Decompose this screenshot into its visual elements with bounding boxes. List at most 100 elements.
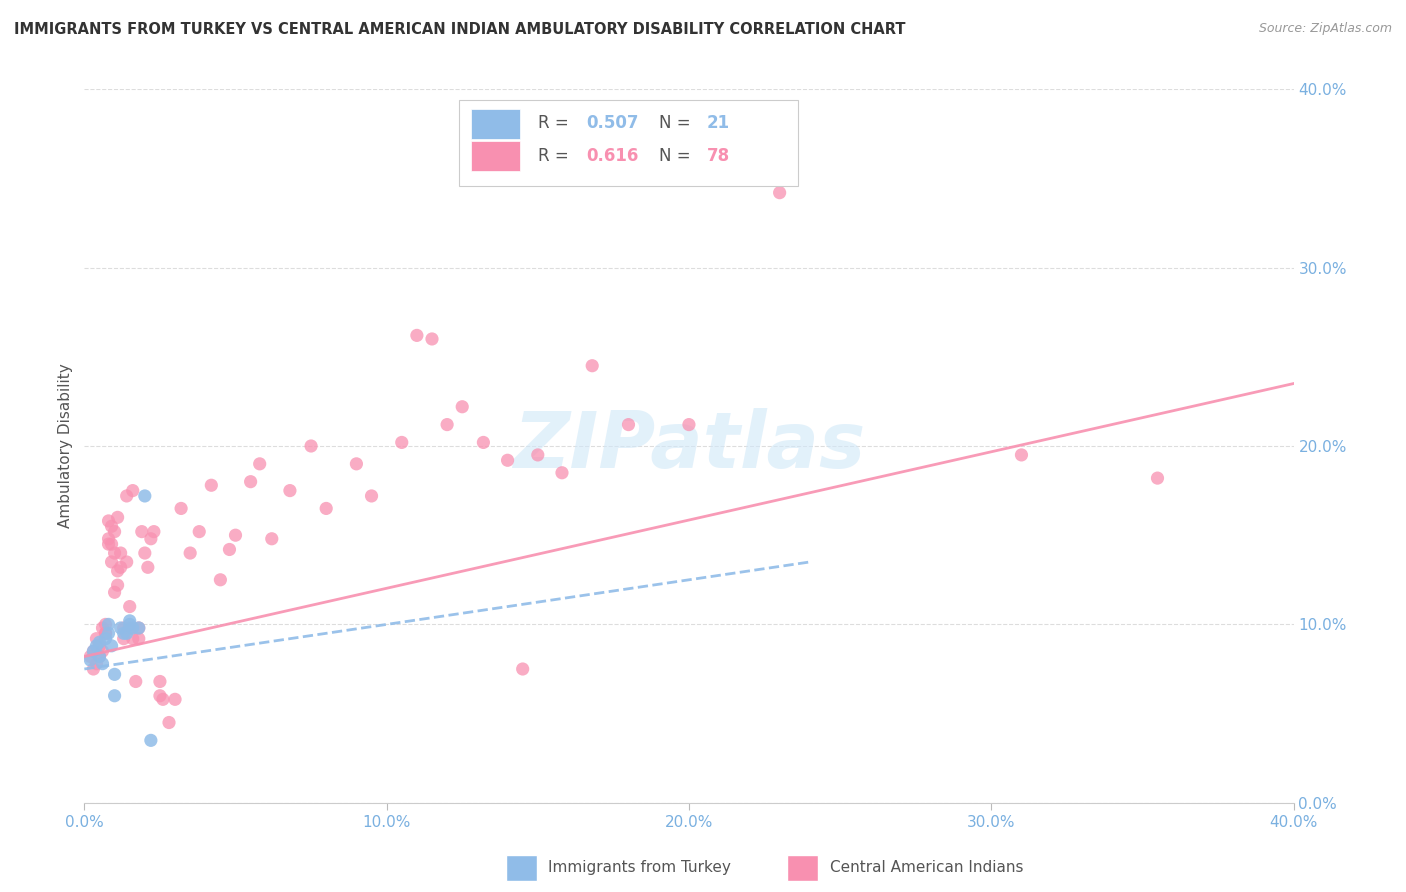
Point [149,689,172,703]
Point [451,400,474,414]
Point [149,674,172,689]
Point [249,457,271,471]
Point [346,457,368,471]
Point [82,644,104,658]
Point [97,532,120,546]
Point [200,478,222,492]
Point [100,537,122,551]
Point [118,617,141,632]
Point [678,417,700,432]
Point [112,632,135,646]
Point [225,528,247,542]
Point [121,632,143,646]
Point [1146,471,1168,485]
Point [89,635,111,649]
Point [94,626,117,640]
Point [104,585,127,599]
Point [163,692,186,706]
Text: Immigrants from Turkey: Immigrants from Turkey [548,861,731,875]
Point [86,657,108,671]
Point [121,483,143,498]
Point [134,546,156,560]
Point [104,689,127,703]
Point [118,621,141,635]
Text: R =: R = [538,114,574,132]
Point [110,621,132,635]
Point [100,555,122,569]
Text: ZIPatlas: ZIPatlas [513,408,865,484]
FancyBboxPatch shape [471,109,520,139]
Point [472,435,495,450]
Point [94,617,117,632]
Point [315,501,337,516]
Point [179,546,201,560]
Point [278,483,301,498]
Point [107,510,129,524]
Point [139,733,162,747]
Point [260,532,283,546]
Point [97,537,120,551]
Point [581,359,603,373]
Point [526,448,548,462]
Point [104,524,127,539]
Point [110,560,132,574]
FancyBboxPatch shape [460,100,797,186]
Point [115,489,138,503]
Point [299,439,322,453]
Text: R =: R = [538,146,574,164]
Point [170,501,193,516]
Point [121,621,143,635]
Text: IMMIGRANTS FROM TURKEY VS CENTRAL AMERICAN INDIAN AMBULATORY DISABILITY CORRELAT: IMMIGRANTS FROM TURKEY VS CENTRAL AMERIC… [14,22,905,37]
Point [142,524,165,539]
Point [107,578,129,592]
Point [1010,448,1032,462]
Point [152,692,174,706]
Point [97,626,120,640]
Point [125,674,148,689]
Point [391,435,413,450]
Point [89,649,111,664]
Point [100,519,122,533]
Point [86,639,108,653]
Point [617,417,640,432]
Point [79,653,101,667]
Point [82,644,104,658]
Point [128,621,150,635]
Point [79,649,101,664]
Point [112,626,135,640]
Point [118,599,141,614]
Point [97,617,120,632]
Text: 0.507: 0.507 [586,114,638,132]
Text: Source: ZipAtlas.com: Source: ZipAtlas.com [1258,22,1392,36]
Point [136,560,159,574]
Point [89,649,111,664]
Point [134,489,156,503]
Point [436,417,458,432]
Point [157,715,180,730]
Text: 78: 78 [707,146,730,164]
Point [89,639,111,653]
Point [94,632,117,646]
Point [769,186,792,200]
Point [115,626,138,640]
Text: 0.616: 0.616 [586,146,638,164]
FancyBboxPatch shape [471,141,520,171]
Point [104,546,127,560]
Point [91,644,114,658]
Point [91,621,114,635]
Point [97,514,120,528]
Point [91,657,114,671]
Text: N =: N = [658,146,696,164]
Point [209,573,232,587]
Point [110,546,132,560]
Point [104,667,127,681]
Point [128,621,150,635]
Point [406,328,429,343]
Point [512,662,534,676]
Y-axis label: Ambulatory Disability: Ambulatory Disability [58,364,73,528]
Point [100,639,122,653]
Point [139,532,162,546]
Point [218,542,240,557]
Point [360,489,382,503]
Point [82,662,104,676]
